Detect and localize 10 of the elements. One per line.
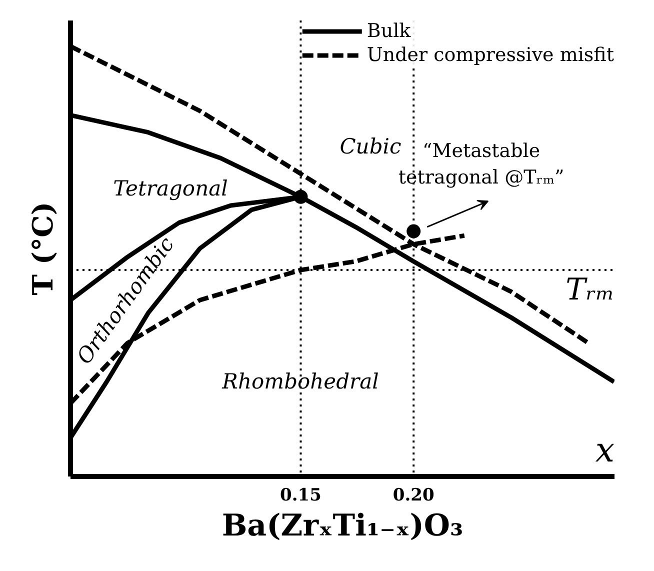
- annotation: Rhombohedral: [221, 370, 379, 394]
- legend-label: Under compressive misfit: [366, 44, 614, 66]
- x-axis-title: Ba(ZrₓTi₁₋ₓ)O₃: [222, 508, 464, 544]
- legend-label: Bulk: [366, 20, 411, 42]
- x-tick-label: 0.20: [392, 486, 434, 506]
- ref-line-label: Tᵣₘ: [566, 272, 615, 308]
- annotation: Tetragonal: [113, 176, 228, 200]
- y-axis-title: T (°C): [26, 202, 60, 296]
- x-tick-label: 0.15: [280, 486, 322, 506]
- annotation: x: [595, 430, 615, 470]
